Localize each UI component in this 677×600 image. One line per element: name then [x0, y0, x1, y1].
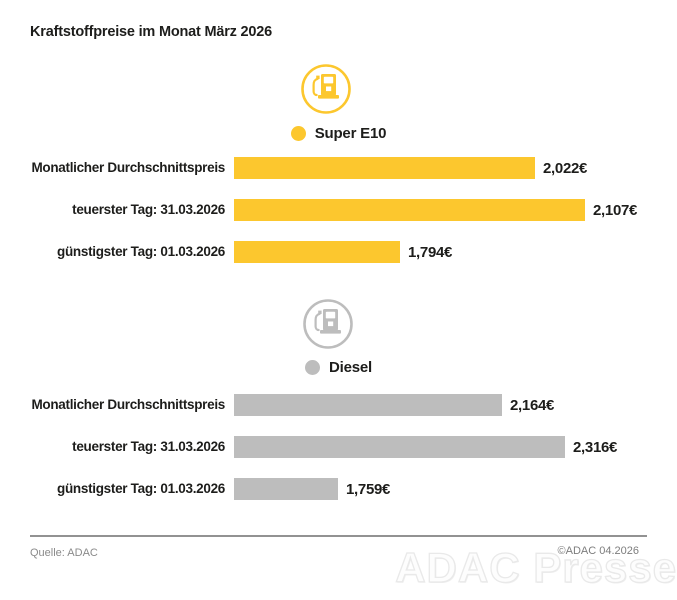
bar-row-label: Monatlicher Durchschnittspreis — [31, 160, 225, 175]
fuel-pump-icon — [302, 298, 354, 350]
adac-presse-watermark: ADAC Presse — [395, 543, 677, 591]
legend-diesel: Diesel — [0, 358, 677, 376]
legend-label: Diesel — [329, 358, 372, 376]
bar-super-max — [234, 199, 585, 221]
bar-row: günstigster Tag: 01.03.2026 1,794€ — [0, 241, 677, 263]
bar-diesel-average — [234, 394, 502, 416]
bar-diesel-min — [234, 478, 338, 500]
bar-row: günstigster Tag: 01.03.2026 1,759€ — [0, 478, 677, 500]
bar-value-label: 1,759€ — [346, 480, 391, 498]
bar-row: teuerster Tag: 31.03.2026 2,316€ — [0, 436, 677, 458]
bar-row-label: Monatlicher Durchschnittspreis — [31, 397, 225, 412]
bar-super-average — [234, 157, 535, 179]
legend-dot-icon — [305, 359, 320, 375]
chart-title: Kraftstoffpreise im Monat März 2026 — [30, 24, 272, 40]
footer-divider — [30, 535, 647, 537]
source-credit: Quelle: ADAC — [30, 547, 98, 559]
bar-diesel-max — [234, 436, 565, 458]
fuel-pump-icon — [300, 63, 352, 115]
bar-value-label: 1,794€ — [408, 243, 453, 261]
bar-row: Monatlicher Durchschnittspreis 2,164€ — [0, 394, 677, 416]
copyright-note: ©ADAC 04.2026 — [557, 545, 640, 557]
bar-row: Monatlicher Durchschnittspreis 2,022€ — [0, 157, 677, 179]
bar-value-label: 2,316€ — [573, 438, 618, 456]
bar-row: teuerster Tag: 31.03.2026 2,107€ — [0, 199, 677, 221]
bar-row-label: günstigster Tag: 01.03.2026 — [57, 244, 225, 259]
legend-label: Super E10 — [314, 124, 387, 142]
bar-value-label: 2,022€ — [543, 159, 588, 177]
bar-row-label: günstigster Tag: 01.03.2026 — [57, 481, 225, 496]
legend-super-e10: Super E10 — [0, 124, 677, 142]
bar-value-label: 2,164€ — [510, 396, 555, 414]
bar-row-label: teuerster Tag: 31.03.2026 — [72, 202, 225, 217]
bar-value-label: 2,107€ — [593, 201, 638, 219]
legend-dot-icon — [290, 125, 306, 141]
bar-super-min — [234, 241, 400, 263]
bar-row-label: teuerster Tag: 31.03.2026 — [72, 439, 225, 454]
